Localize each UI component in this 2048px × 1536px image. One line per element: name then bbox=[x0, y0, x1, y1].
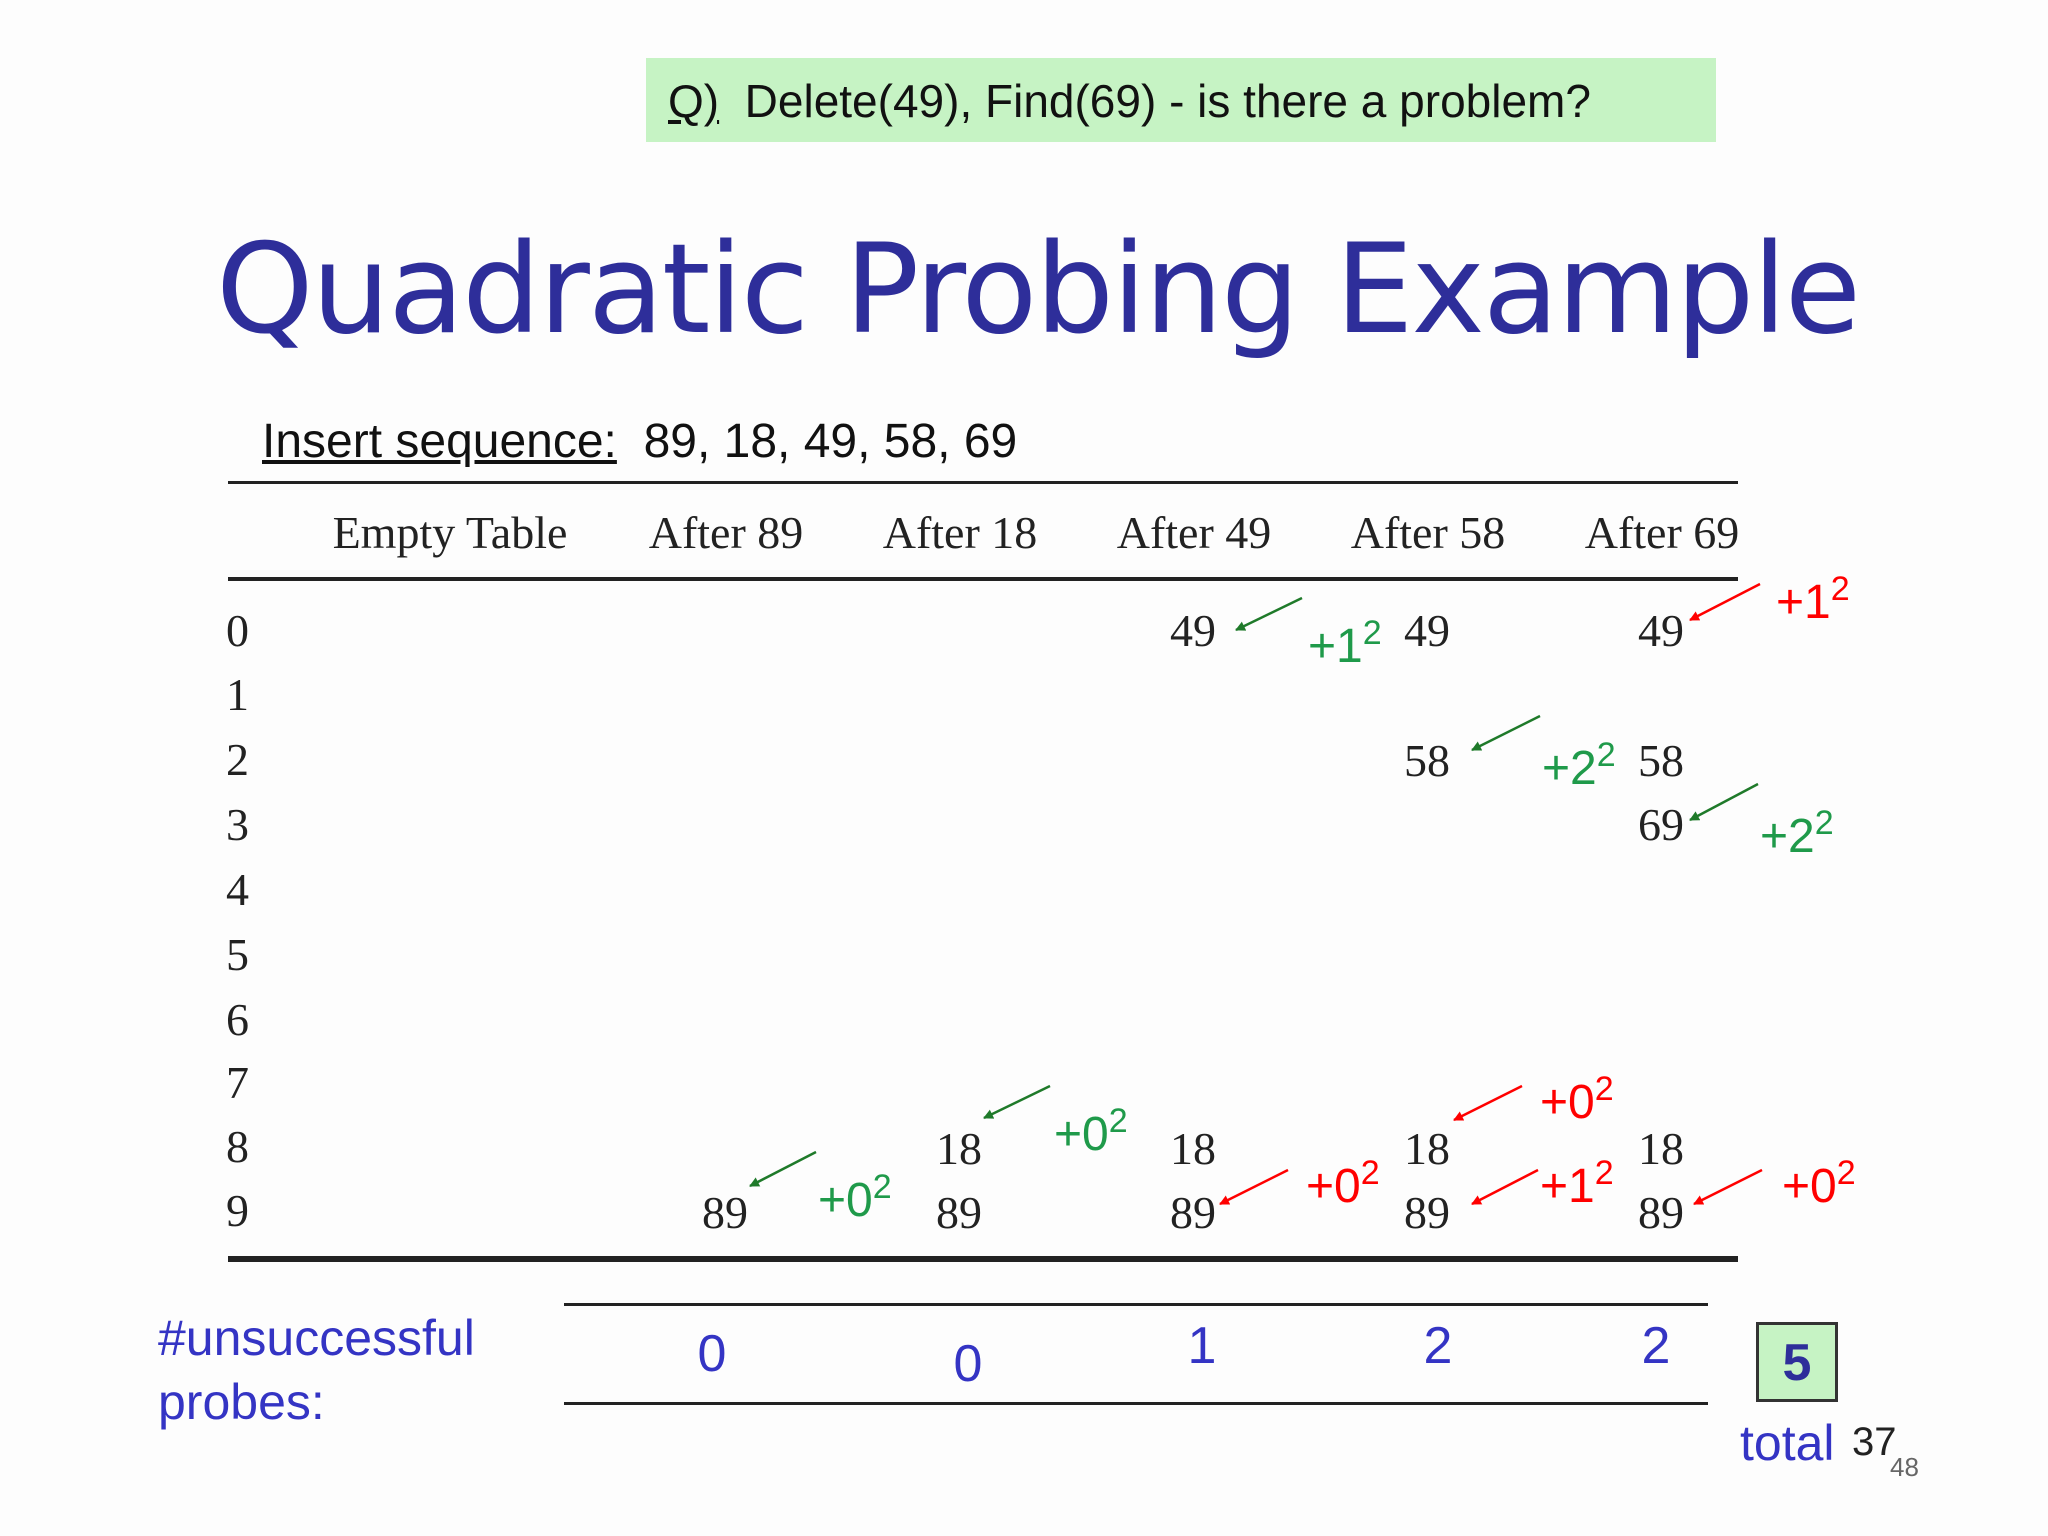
row-index-5: 5 bbox=[226, 929, 249, 980]
question-text: Q) Delete(49), Find(69) - is there a pro… bbox=[668, 74, 1591, 128]
probe-after49-row0: +12 bbox=[1308, 614, 1382, 673]
row-index-6: 6 bbox=[226, 994, 249, 1045]
count-after-89: 0 bbox=[697, 1325, 727, 1383]
cell-after89-row9: 89 bbox=[702, 1187, 748, 1238]
arrow-after69-row0 bbox=[1689, 582, 1761, 622]
arrow-after58-row2 bbox=[1471, 714, 1541, 752]
probe-after49-row9: +02 bbox=[1306, 1154, 1380, 1213]
unsuccessful-probes-label: #unsuccessful probes: bbox=[158, 1310, 475, 1430]
slide-title: Quadratic Probing Example bbox=[216, 218, 1861, 362]
probe-after58-row2: +22 bbox=[1542, 736, 1616, 795]
cell-after69-row9: 89 bbox=[1638, 1187, 1684, 1238]
arrow-after69-row9 bbox=[1693, 1168, 1763, 1206]
probe-after18-row8: +02 bbox=[1054, 1102, 1128, 1161]
probe-after89-row9: +02 bbox=[818, 1168, 892, 1227]
row-index-4: 4 bbox=[226, 864, 249, 915]
cell-after69-row3: 69 bbox=[1638, 799, 1684, 850]
count-after-58: 2 bbox=[1423, 1317, 1453, 1375]
column-header-after-58: After 58 bbox=[1350, 507, 1506, 558]
column-header-after-69: After 69 bbox=[1584, 507, 1740, 558]
row-index-0: 0 bbox=[226, 605, 249, 656]
probe-after69-row0: +12 bbox=[1776, 570, 1850, 629]
arrow-after58-row9 bbox=[1471, 1168, 1539, 1206]
cell-after18-row8: 18 bbox=[936, 1123, 982, 1174]
total-label: total bbox=[1740, 1415, 1835, 1471]
cell-after58-row8: 18 bbox=[1404, 1123, 1450, 1174]
cell-after69-row2: 58 bbox=[1638, 735, 1684, 786]
cell-after49-row8: 18 bbox=[1170, 1123, 1216, 1174]
insert-label: Insert sequence: bbox=[262, 415, 617, 468]
cell-after69-row0: 49 bbox=[1638, 605, 1684, 656]
column-header-empty-table: Empty Table bbox=[332, 507, 568, 558]
cell-after49-row0: 49 bbox=[1170, 605, 1216, 656]
cell-after58-row0: 49 bbox=[1404, 605, 1450, 656]
count-after-69: 2 bbox=[1641, 1317, 1671, 1375]
cell-after18-row9: 89 bbox=[936, 1187, 982, 1238]
arrow-after58-row7 bbox=[1453, 1084, 1523, 1122]
column-header-after-49: After 49 bbox=[1116, 507, 1272, 558]
cell-after69-row8: 18 bbox=[1638, 1123, 1684, 1174]
table-bottom-rule bbox=[228, 1256, 1738, 1262]
table-header-rule bbox=[228, 577, 1738, 581]
row-index-3: 3 bbox=[226, 799, 249, 850]
arrow-after18-row8 bbox=[983, 1084, 1051, 1120]
insert-sequence: Insert sequence: 89, 18, 49, 58, 69 bbox=[262, 414, 1017, 469]
probe-after58-row9: +12 bbox=[1540, 1154, 1614, 1213]
question-box bbox=[646, 58, 1716, 142]
probe-after58-row7: +02 bbox=[1540, 1070, 1614, 1129]
insert-values: 89, 18, 49, 58, 69 bbox=[643, 415, 1018, 468]
row-index-2: 2 bbox=[226, 734, 249, 785]
count-after-18: 0 bbox=[953, 1335, 983, 1393]
counts-bottom-rule bbox=[564, 1402, 1708, 1405]
cell-after58-row2: 58 bbox=[1404, 735, 1450, 786]
counts-top-rule bbox=[564, 1303, 1708, 1306]
probe-after69-row3: +22 bbox=[1760, 804, 1834, 863]
cell-after49-row9: 89 bbox=[1170, 1187, 1216, 1238]
arrow-after89-row9 bbox=[749, 1150, 817, 1188]
total-box: 5 bbox=[1756, 1322, 1838, 1402]
row-index-8: 8 bbox=[226, 1121, 249, 1172]
count-after-49: 1 bbox=[1187, 1317, 1217, 1375]
arrow-after49-row9 bbox=[1219, 1168, 1289, 1206]
question-body: Delete(49), Find(69) - is there a proble… bbox=[744, 75, 1591, 127]
page-number: 48 bbox=[1890, 1452, 1919, 1482]
row-index-7: 7 bbox=[226, 1057, 249, 1108]
table-top-rule bbox=[228, 481, 1738, 484]
arrow-after49-row0 bbox=[1235, 596, 1303, 632]
column-header-after-89: After 89 bbox=[648, 507, 804, 558]
question-prefix: Q) bbox=[668, 75, 720, 127]
probe-after69-row9: +02 bbox=[1782, 1154, 1856, 1213]
total-number: 37 bbox=[1852, 1420, 1897, 1464]
cell-after58-row9: 89 bbox=[1404, 1187, 1450, 1238]
row-index-9: 9 bbox=[226, 1185, 249, 1236]
arrow-after69-row3 bbox=[1689, 782, 1759, 822]
row-index-1: 1 bbox=[226, 669, 249, 720]
column-header-after-18: After 18 bbox=[882, 507, 1038, 558]
